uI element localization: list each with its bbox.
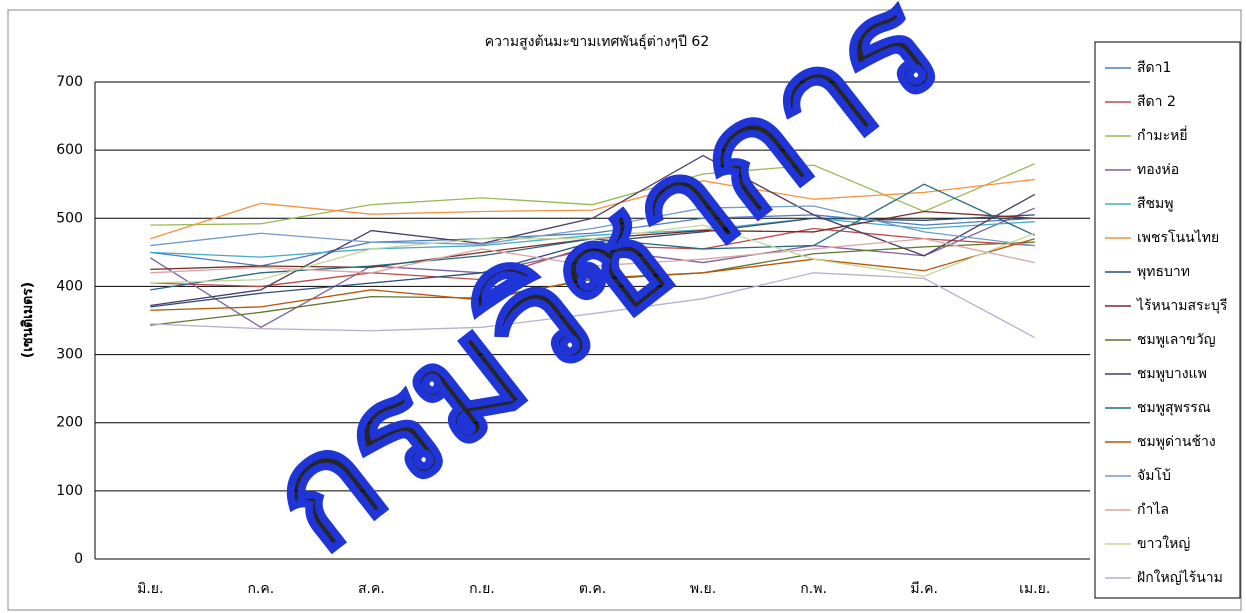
legend-label: กำมะหยี่: [1137, 126, 1188, 144]
legend-label: จัมโบ้: [1137, 467, 1171, 484]
series-line: [150, 238, 1035, 311]
legend-label: สีดา1: [1137, 60, 1171, 76]
y-tick-label: 0: [74, 551, 83, 567]
legend-label: กำไล: [1137, 501, 1169, 518]
series-line: [150, 217, 1035, 258]
legend-label: สีดา 2: [1137, 94, 1176, 110]
series-line: [150, 163, 1035, 226]
legend-label: ฝักใหญ่ไร้นาม: [1137, 569, 1223, 586]
x-tick-label: พ.ย.: [690, 581, 716, 597]
series-line: [150, 272, 1036, 339]
legend-label: ชมพูด่านช้าง: [1137, 434, 1216, 450]
x-tick-label: ก.ย.: [469, 581, 495, 597]
legend-box: [1094, 41, 1241, 599]
y-tick-label: 500: [56, 210, 83, 226]
y-tick-label: 700: [56, 74, 83, 90]
legend-label: ชมพูเลาขวัญ: [1137, 332, 1216, 348]
series-line: [150, 227, 1035, 288]
y-tick-label: 600: [56, 142, 83, 158]
x-tick-label: มี.ค.: [910, 581, 938, 597]
chart-title: ความสูงต้นมะขามเทศพันธุ์ต่างๆปี 62: [485, 33, 709, 50]
x-tick-label: เม.ย.: [1019, 581, 1050, 597]
legend-label: ไร้หนามสระบุรี: [1136, 297, 1228, 314]
y-tick-label: 200: [56, 415, 83, 431]
x-tick-label: มิ.ย.: [137, 581, 163, 597]
series-line: [150, 241, 1035, 326]
series-line: [150, 178, 1035, 240]
legend-label: พุทธบาท: [1137, 264, 1190, 280]
legend-label: ชมพูบางแพ: [1137, 366, 1207, 382]
x-tick-label: ก.พ.: [800, 581, 827, 597]
series-line: [150, 214, 1035, 267]
legend-label: ขาวใหญ่: [1137, 535, 1190, 552]
x-tick-label: ก.ค.: [247, 581, 274, 597]
y-tick-label: 300: [56, 347, 83, 363]
y-tick-label: 100: [56, 483, 83, 499]
y-tick-label: 400: [56, 278, 83, 294]
series-line: [150, 205, 1035, 247]
series-line: [150, 214, 1035, 308]
legend-label: ชมพูสุพรรณ: [1137, 400, 1211, 416]
legend-label: ทองห่อ: [1137, 162, 1179, 178]
y-axis-label: (เซนติเมตร): [20, 282, 36, 358]
legend-label: เพชรโนนไทย: [1137, 229, 1219, 246]
series-line: [150, 224, 1035, 284]
x-tick-label: ต.ค.: [579, 581, 606, 597]
x-tick-label: ส.ค.: [358, 581, 385, 597]
legend-label: สีชมพู: [1137, 196, 1174, 212]
